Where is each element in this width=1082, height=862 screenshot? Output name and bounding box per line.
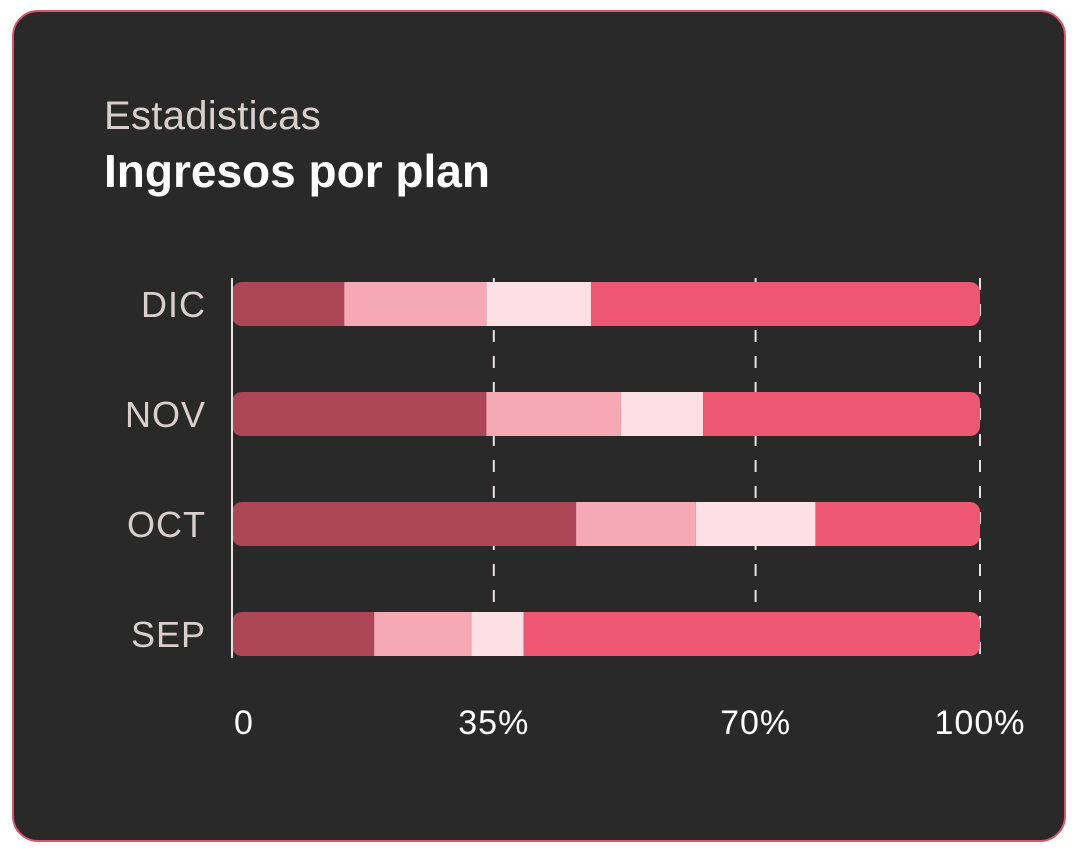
- category-labels: DIC NOV OCT SEP: [125, 284, 206, 655]
- bar-row-dic: [232, 282, 980, 326]
- bar-row-oct: [232, 502, 980, 546]
- bar-segment-sep-3: [471, 612, 524, 656]
- bar-segment-sep-4: [523, 612, 980, 656]
- bar-segment-sep-2: [374, 612, 472, 656]
- x-tick-label-70: 70%: [720, 704, 791, 742]
- card-title: Ingresos por plan: [104, 145, 490, 197]
- category-label-nov: NOV: [125, 394, 206, 435]
- bar-segment-dic-2: [344, 282, 487, 326]
- bar-segment-nov-3: [620, 392, 704, 436]
- bar-segment-oct-2: [576, 502, 696, 546]
- bar-segment-oct-3: [695, 502, 816, 546]
- bar-segment-oct-1: [232, 502, 577, 546]
- card-subtitle: Estadisticas: [104, 94, 322, 138]
- bar-segment-sep-1: [232, 612, 375, 656]
- category-label-sep: SEP: [131, 614, 206, 655]
- bar-row-sep: [232, 612, 980, 656]
- x-tick-label-35: 35%: [458, 704, 529, 742]
- category-label-oct: OCT: [127, 504, 206, 545]
- bar-segment-nov-4: [703, 392, 980, 436]
- grid-lines: [492, 278, 981, 658]
- bar-segment-dic-4: [591, 282, 980, 326]
- stacked-bar-chart: DIC NOV OCT SEP 0 35% 70% 100%: [125, 278, 1026, 742]
- x-tick-label-0: 0: [234, 704, 254, 742]
- x-tick-label-100: 100%: [935, 704, 1026, 742]
- bar-segment-nov-1: [232, 392, 487, 436]
- stats-card: Estadisticas Ingresos por plan DIC NOV OCT…: [12, 10, 1066, 842]
- bar-segment-nov-2: [486, 392, 621, 436]
- bar-row-nov: [232, 392, 980, 436]
- category-label-dic: DIC: [141, 284, 206, 325]
- x-tick-labels: 0 35% 70% 100%: [234, 704, 1026, 742]
- bar-segment-oct-4: [815, 502, 980, 546]
- bars: [232, 282, 980, 656]
- bar-segment-dic-3: [486, 282, 592, 326]
- bar-segment-dic-1: [232, 282, 345, 326]
